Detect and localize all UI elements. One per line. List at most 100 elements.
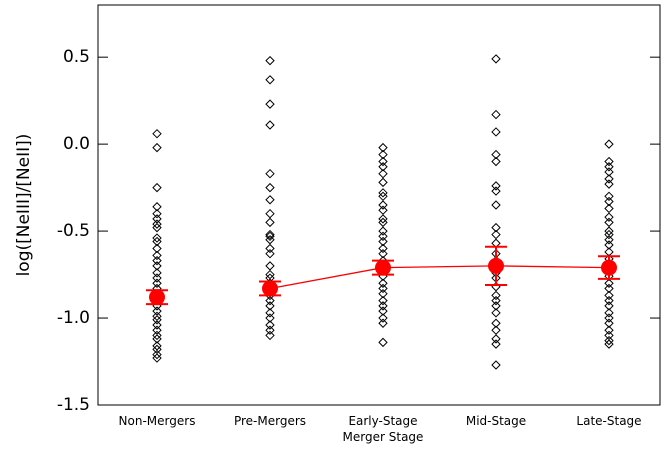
data-point <box>378 337 388 348</box>
data-point <box>152 273 162 283</box>
data-point <box>604 290 614 301</box>
data-point <box>152 128 162 139</box>
data-point <box>152 222 162 233</box>
data-point <box>265 208 275 219</box>
data-point <box>378 214 388 224</box>
data-point <box>604 339 614 349</box>
mean-point <box>262 280 278 297</box>
data-point <box>265 295 275 306</box>
data-point <box>265 308 275 318</box>
data-point <box>491 186 501 196</box>
data-point <box>491 339 501 349</box>
y-tick-label: 0.0 <box>63 134 90 154</box>
data-point <box>378 283 388 294</box>
data-point <box>265 182 275 193</box>
data-point <box>604 301 614 311</box>
data-point <box>152 255 162 266</box>
data-point <box>152 208 162 219</box>
data-point <box>378 177 388 188</box>
data-point <box>604 167 614 177</box>
data-point <box>265 313 275 323</box>
data-point <box>378 243 388 254</box>
data-point <box>604 295 614 306</box>
data-point <box>265 243 275 254</box>
data-point <box>265 261 275 271</box>
y-axis-label: log([NeIII]/[NeII]) <box>14 134 34 277</box>
mean-point <box>375 259 391 276</box>
data-point <box>152 315 162 325</box>
data-point <box>604 217 614 228</box>
data-point <box>265 55 275 66</box>
data-point <box>152 349 162 360</box>
data-point <box>491 181 501 191</box>
data-point <box>152 334 162 344</box>
data-point <box>265 320 275 330</box>
data-point <box>152 233 162 243</box>
y-tick-label: -0.5 <box>57 221 90 241</box>
data-point <box>152 219 162 229</box>
data-point <box>491 54 501 64</box>
plot-frame <box>97 4 661 406</box>
data-point <box>604 229 614 240</box>
data-point <box>378 149 388 160</box>
data-point <box>152 250 162 261</box>
data-point <box>491 222 501 233</box>
data-point <box>378 295 388 306</box>
data-point <box>378 142 388 153</box>
data-point <box>152 261 162 271</box>
data-point <box>604 283 614 294</box>
data-point <box>152 202 162 212</box>
data-point <box>152 306 162 316</box>
data-point <box>152 142 162 153</box>
data-point <box>378 313 388 323</box>
data-point <box>604 330 614 341</box>
data-point <box>604 308 614 318</box>
y-tick-label: -1.0 <box>57 308 90 328</box>
data-point <box>604 179 614 189</box>
data-point <box>265 99 275 109</box>
data-point <box>152 320 162 330</box>
data-point <box>604 235 614 245</box>
mean-line <box>269 265 610 290</box>
x-tick-label: Mid-Stage <box>466 414 526 428</box>
data-point <box>491 301 501 311</box>
x-tick-label: Early-Stage Merger Stage <box>343 414 424 444</box>
data-point <box>378 188 388 198</box>
data-point <box>491 200 501 210</box>
data-point <box>152 268 162 278</box>
data-point <box>378 288 388 299</box>
data-point <box>265 217 275 228</box>
data-point <box>378 162 388 172</box>
data-point <box>378 205 388 215</box>
data-point <box>378 226 388 236</box>
data-point <box>265 325 275 335</box>
data-point <box>378 231 388 242</box>
data-point <box>604 313 614 323</box>
data-point <box>604 156 614 167</box>
x-tick-label: Late-Stage <box>576 414 641 428</box>
data-point <box>491 295 501 306</box>
data-point <box>378 156 388 167</box>
data-point <box>604 174 614 184</box>
data-point <box>378 301 388 311</box>
data-point <box>491 290 501 301</box>
y-tick-label: 0.5 <box>63 47 90 67</box>
data-point <box>604 318 614 328</box>
data-point <box>604 325 614 335</box>
data-point <box>378 278 388 288</box>
data-point <box>604 212 614 222</box>
data-point <box>265 229 275 240</box>
data-point <box>491 318 501 328</box>
data-point <box>491 360 501 370</box>
data-point <box>604 162 614 172</box>
data-point <box>378 200 388 210</box>
data-point <box>265 75 275 85</box>
data-point <box>491 308 501 318</box>
data-point <box>265 301 275 311</box>
data-point <box>152 236 162 247</box>
data-point <box>604 335 614 346</box>
x-tick-label: Pre-Mergers <box>234 414 306 428</box>
data-point <box>604 139 614 149</box>
y-tick-label: -1.5 <box>57 395 90 415</box>
